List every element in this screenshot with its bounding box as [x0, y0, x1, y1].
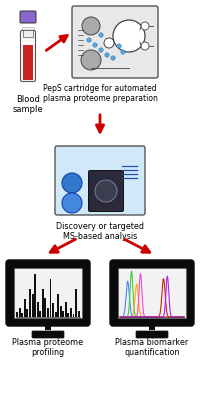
Bar	[14, 268, 82, 318]
Circle shape	[99, 33, 103, 37]
Circle shape	[62, 173, 82, 193]
FancyBboxPatch shape	[55, 146, 145, 215]
Circle shape	[93, 43, 97, 47]
Circle shape	[141, 22, 149, 30]
Circle shape	[62, 193, 82, 213]
Circle shape	[111, 56, 115, 60]
Bar	[26, 309, 28, 317]
Bar	[62, 311, 64, 317]
Bar	[149, 323, 155, 330]
Bar	[45, 323, 51, 330]
Bar	[29, 289, 31, 317]
Bar	[55, 312, 57, 317]
Circle shape	[99, 48, 103, 52]
Bar	[39, 311, 41, 317]
Circle shape	[105, 53, 109, 57]
Bar	[37, 302, 39, 317]
Bar	[32, 294, 34, 317]
FancyBboxPatch shape	[88, 170, 124, 212]
Bar	[57, 294, 59, 317]
Circle shape	[81, 50, 101, 70]
FancyBboxPatch shape	[136, 331, 168, 338]
Bar	[52, 303, 54, 317]
FancyBboxPatch shape	[6, 260, 90, 326]
Text: Plasma proteome
profiling: Plasma proteome profiling	[12, 338, 84, 358]
Bar	[78, 311, 80, 317]
Bar	[50, 279, 51, 317]
Text: Blood
sample: Blood sample	[13, 95, 43, 114]
Bar	[70, 308, 72, 317]
Bar	[73, 314, 74, 317]
Bar	[118, 268, 186, 318]
Circle shape	[141, 42, 149, 50]
Circle shape	[82, 17, 100, 35]
Text: Plasma biomarker
quantification: Plasma biomarker quantification	[115, 338, 189, 358]
Bar	[47, 308, 49, 317]
FancyBboxPatch shape	[110, 260, 194, 326]
Bar	[65, 302, 67, 317]
Circle shape	[104, 38, 114, 48]
Circle shape	[121, 50, 125, 54]
Bar	[75, 289, 77, 317]
Bar	[23, 30, 33, 37]
Text: PepS cartridge for automated
plasma proteome preparation: PepS cartridge for automated plasma prot…	[43, 84, 157, 103]
Bar	[67, 313, 69, 317]
Bar	[34, 274, 36, 317]
Bar	[22, 27, 34, 32]
FancyBboxPatch shape	[20, 11, 36, 23]
Circle shape	[113, 20, 145, 52]
Bar	[24, 299, 26, 317]
Bar	[21, 313, 23, 317]
Text: Discovery or targeted
MS-based analysis: Discovery or targeted MS-based analysis	[56, 222, 144, 242]
Bar	[16, 312, 18, 317]
FancyBboxPatch shape	[21, 30, 36, 82]
Bar	[44, 298, 46, 317]
Bar	[23, 45, 33, 80]
FancyBboxPatch shape	[72, 6, 158, 78]
Circle shape	[117, 44, 121, 48]
Circle shape	[95, 180, 117, 202]
Circle shape	[87, 38, 91, 42]
FancyBboxPatch shape	[32, 331, 64, 338]
Bar	[60, 306, 62, 317]
Bar	[19, 308, 21, 317]
Bar	[42, 289, 44, 317]
